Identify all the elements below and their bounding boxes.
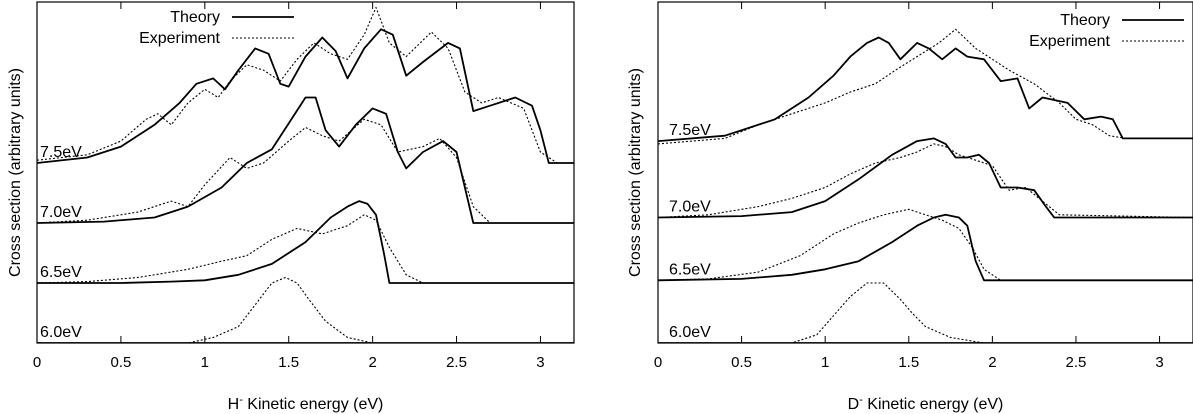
y-axis-label: Cross section (arbitrary units) [7,68,24,277]
x-tick-label: 3 [536,354,544,371]
x-tick-label: 1 [821,354,829,371]
x-axis-label: H- Kinetic energy (eV) [228,394,384,413]
theory-series-line [37,200,574,284]
x-tick-label: 3 [1155,354,1163,371]
x-tick-label: 1.5 [278,354,299,371]
x-axis-label: D- Kinetic energy (eV) [848,394,1004,413]
energy-label: 6.5eV [669,261,711,278]
chart-panel-2: 0 0.5 1 1.5 2 2.5 3 D- Kinetic energy (eV) Cross… [627,1,1193,413]
experiment-series-line [37,276,574,343]
experiment-series-line [658,143,1193,219]
experiment-series-line [658,28,1193,145]
energy-label: 7.0eV [669,199,711,216]
experiment-series-line [658,208,1193,281]
legend-experiment-label: Experiment [139,30,220,47]
experiment-series-line [37,214,574,284]
legend-experiment-label: Experiment [1029,33,1110,50]
theory-series-line [37,28,574,164]
plot-frame [657,1,1193,344]
x-tick-label: 0.5 [110,354,131,371]
experiment-series-line [37,6,574,164]
energy-label: 6.0eV [40,324,82,341]
y-axis-label: Cross section (arbitrary units) [627,68,644,277]
x-tick-label: 0 [654,354,662,371]
energy-label: 7.5eV [669,122,711,139]
x-tick-label: 2.5 [1066,354,1087,371]
x-tick-label: 2.5 [446,354,467,371]
legend: Theory Experiment [1029,12,1184,50]
theory-series-line [658,213,1193,282]
x-tick-label: 1.5 [898,354,919,371]
x-tick-label: 1 [201,354,209,371]
theory-series-line [658,137,1193,219]
theory-series-line [37,96,574,224]
legend-theory-label: Theory [1060,12,1110,29]
energy-label: 6.5eV [40,264,82,281]
x-tick-label: 2 [368,354,376,371]
energy-label: 7.5eV [40,144,82,161]
x-tick-label: 0 [33,354,41,371]
x-tick-label: 0.5 [731,354,752,371]
x-tick-label: 2 [988,354,996,371]
plot-frame [36,1,575,344]
chart-panel-1: 0 0.5 1 1.5 2 2.5 3 H- Kinetic energy (eV) Cross… [7,1,575,413]
legend: Theory Experiment [139,9,294,47]
energy-label: 7.0eV [40,204,82,221]
energy-label: 6.0eV [669,324,711,341]
experiment-series-line [658,282,1193,343]
theory-series-line [658,36,1193,142]
legend-theory-label: Theory [170,9,220,26]
experiment-series-line [37,118,574,224]
